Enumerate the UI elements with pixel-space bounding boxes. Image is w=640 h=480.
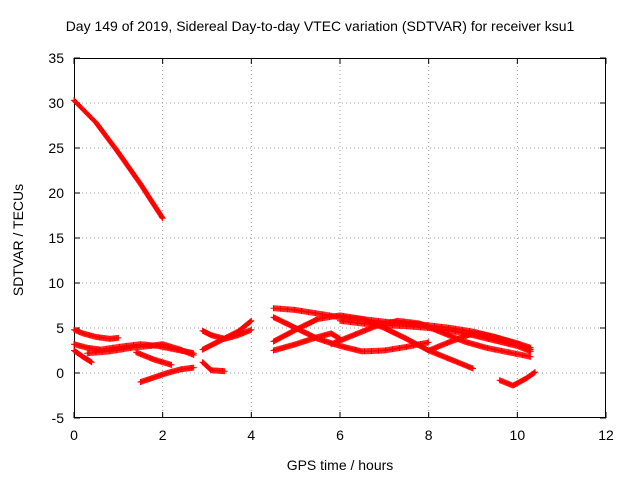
y-tick-label: -5 [52, 410, 65, 426]
data-marker-trace [199, 317, 255, 353]
series-arc-16 [328, 317, 534, 360]
y-tick-label: 30 [48, 95, 64, 111]
x-axis-ticks: 0 2 4 6 8 10 12 [70, 58, 614, 443]
series-arc-7 [137, 364, 197, 385]
series-arc-14 [270, 330, 343, 354]
x-tick-label: 4 [247, 427, 255, 443]
data-marker-trace [199, 359, 228, 375]
series-arc-2 [71, 326, 122, 342]
data-marker-trace [328, 317, 534, 360]
grid-lines [74, 58, 606, 418]
series-arc-1 [71, 97, 166, 222]
chart-title: Day 149 of 2019, Sidereal Day-to-day VTE… [65, 18, 575, 34]
x-tick-label: 0 [70, 427, 78, 443]
y-tick-label: 35 [48, 50, 64, 66]
data-marker-trace [71, 326, 122, 342]
series-arc-12 [270, 314, 432, 355]
y-axis-label: SDTVAR / TECUs [10, 183, 26, 297]
data-marker-trace [425, 330, 534, 354]
data-marker-trace [270, 314, 432, 355]
y-tick-label: 20 [48, 185, 64, 201]
data-marker-trace [270, 330, 343, 354]
x-tick-label: 2 [159, 427, 167, 443]
x-axis-label: GPS time / hours [286, 457, 394, 473]
x-tick-label: 6 [336, 427, 344, 443]
data-marker-trace [71, 97, 166, 222]
y-axis-ticks: -5 0 5 10 15 20 25 30 35 [48, 50, 606, 426]
x-tick-label: 10 [510, 427, 526, 443]
series-arc-9 [199, 317, 255, 353]
series-arc-17 [425, 330, 534, 354]
data-marker-trace [137, 364, 197, 385]
y-tick-label: 15 [48, 230, 64, 246]
x-tick-label: 8 [425, 427, 433, 443]
series-arc-5 [84, 341, 197, 358]
series-arc-10 [199, 359, 228, 375]
y-tick-label: 0 [56, 365, 64, 381]
x-tick-label: 12 [598, 427, 614, 443]
series-arc-4 [71, 347, 95, 366]
series-arc-18 [496, 369, 539, 389]
data-marker-trace [71, 347, 95, 366]
data-marker-trace [133, 349, 175, 368]
series-arc-6 [133, 349, 175, 368]
data-points [71, 97, 539, 389]
y-tick-label: 5 [56, 320, 64, 336]
y-tick-label: 25 [48, 140, 64, 156]
y-tick-label: 10 [48, 275, 64, 291]
data-marker-trace [496, 369, 539, 389]
data-marker-trace [84, 341, 197, 358]
